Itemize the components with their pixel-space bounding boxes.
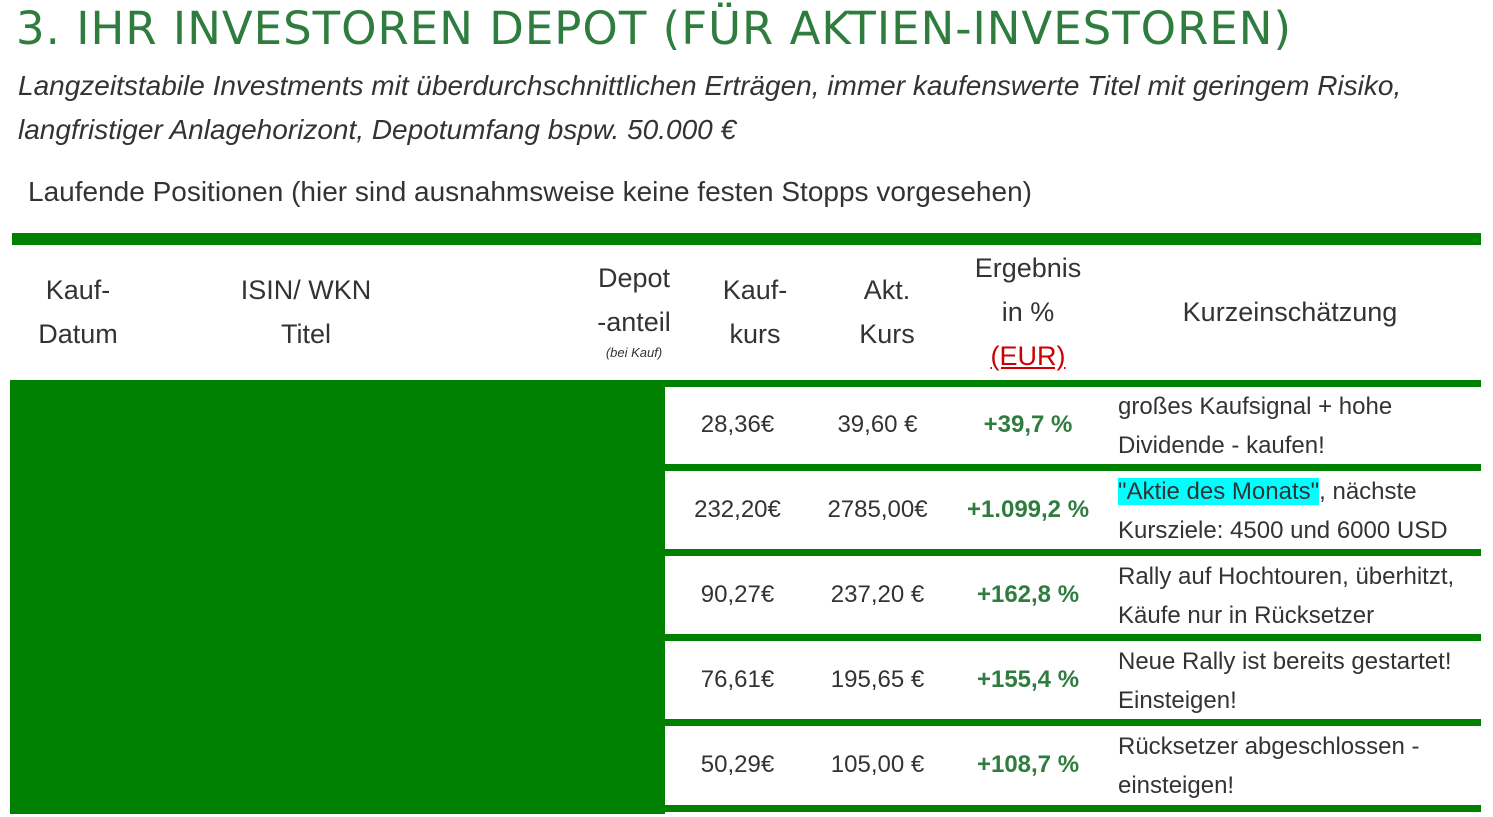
row3-kurzeinschaetzung: Rally auf Hochtouren, überhitzt, Käufe n…	[1118, 563, 1455, 629]
column-header-kurzeinschaetzung: Kurzeinschätzung	[1182, 297, 1398, 327]
row1-ergebnis: +39,7 %	[983, 411, 1073, 438]
row2-ergebnis: +1.099,2 %	[966, 496, 1090, 523]
currency-link[interactable]: (EUR)	[990, 341, 1066, 371]
row5-kurzeinschaetzung: Rücksetzer abgeschlossen - einsteigen!	[1118, 733, 1420, 799]
column-header-isin-titel: ISIN/ WKN Titel	[240, 275, 372, 349]
row5-akt-kurs: 105,00 €	[830, 751, 925, 778]
row5-ergebnis: +108,7 %	[976, 751, 1080, 778]
row-separator	[665, 805, 1481, 812]
row3-akt-kurs: 237,20 €	[830, 581, 925, 608]
row-separator	[665, 549, 1481, 556]
row1-kaufkurs: 28,36€	[700, 411, 775, 438]
row4-ergebnis: +155,4 %	[976, 666, 1080, 693]
column-header-depotanteil: Depot -anteil (bei Kauf)	[584, 256, 684, 362]
row-separator	[665, 634, 1481, 641]
column-header-kaufkurs: Kauf- kurs	[722, 275, 788, 349]
row3-ergebnis: +162,8 %	[976, 581, 1080, 608]
row2-kurzeinschaetzung: "Aktie des Monats", nächste Kursziele: 4…	[1118, 478, 1448, 544]
row1-akt-kurs: 39,60 €	[837, 411, 918, 438]
row-separator	[665, 380, 1481, 387]
page-title: 3. IHR INVESTOREN DEPOT (FÜR AKTIEN-INVE…	[16, 2, 1293, 55]
row4-kaufkurs: 76,61€	[700, 666, 775, 693]
row2-kaufkurs: 232,20€	[694, 496, 781, 523]
column-header-ergebnis: Ergebnis in % (EUR)	[974, 253, 1082, 371]
column-header-akt-kurs: Akt. Kurs	[859, 275, 915, 349]
section-label: Laufende Positionen (hier sind ausnahmsw…	[28, 176, 1032, 207]
row-separator	[665, 464, 1481, 471]
row4-kurzeinschaetzung: Neue Rally ist bereits gestartet! Einste…	[1118, 648, 1452, 714]
aktie-des-monats-highlight: "Aktie des Monats"	[1118, 478, 1320, 505]
depotanteil-note: (bei Kauf)	[605, 345, 663, 360]
page-subtitle: Langzeitstabile Investments mit überdurc…	[18, 70, 1402, 145]
table-top-bar	[12, 233, 1481, 245]
row3-kaufkurs: 90,27€	[700, 581, 775, 608]
row1-kurzeinschaetzung: großes Kaufsignal + hohe Dividende - kau…	[1118, 393, 1393, 459]
row4-akt-kurs: 195,65 €	[830, 666, 925, 693]
row5-kaufkurs: 50,29€	[700, 751, 775, 778]
redacted-columns-block	[10, 380, 665, 814]
row-separator	[665, 719, 1481, 726]
row2-akt-kurs: 2785,00€	[827, 496, 928, 523]
column-header-kauf-datum: Kauf- Datum	[38, 275, 118, 349]
